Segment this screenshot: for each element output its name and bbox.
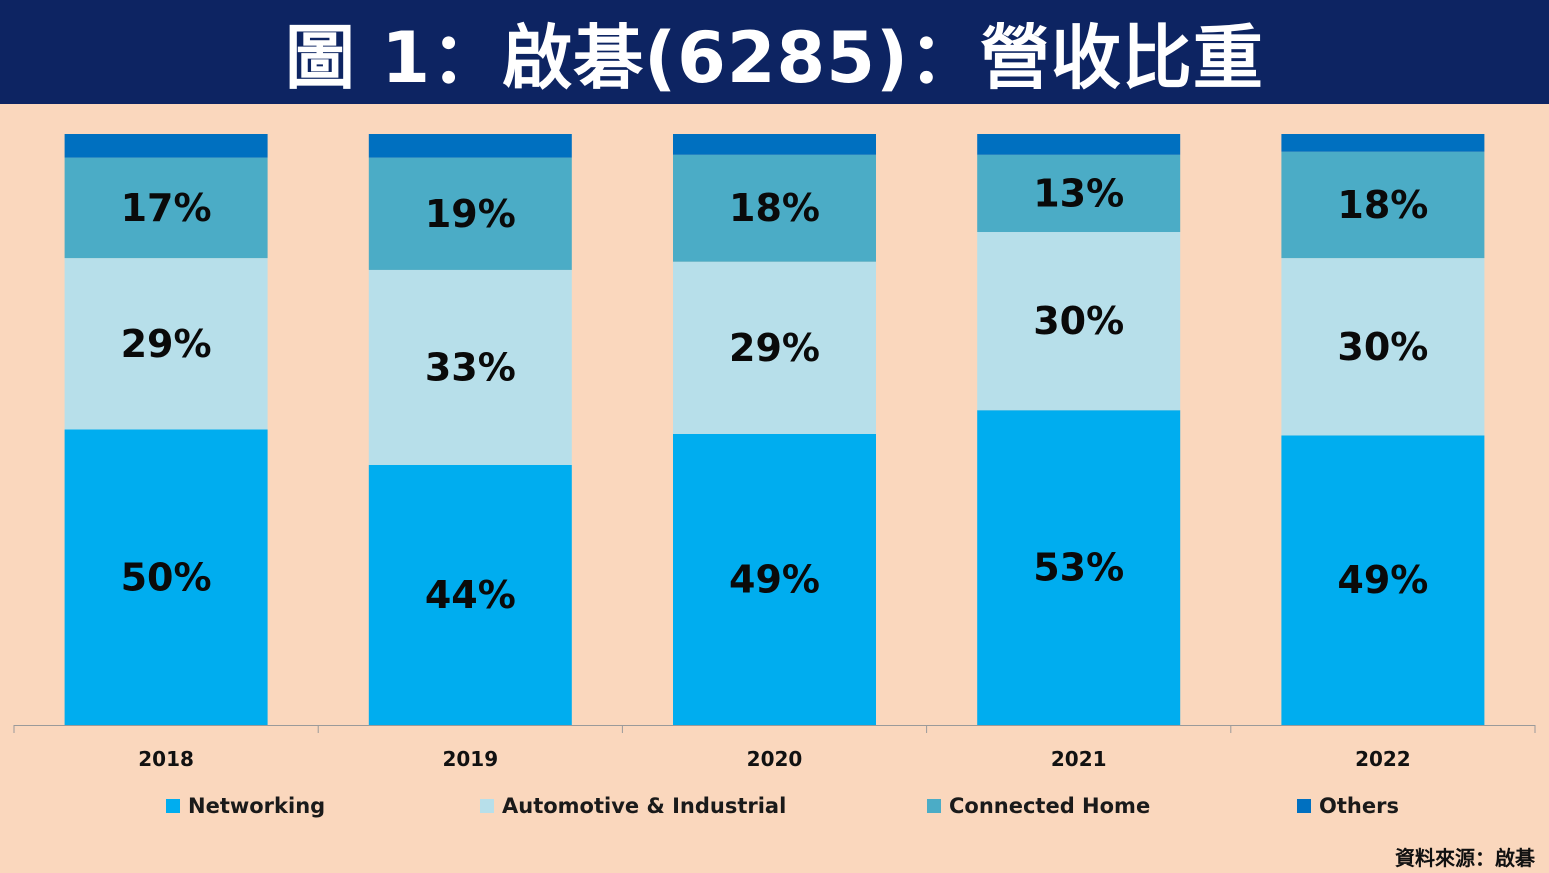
legend-label: Others bbox=[1319, 794, 1399, 818]
x-tick-label: 2022 bbox=[1355, 747, 1411, 771]
legend-label: Networking bbox=[188, 794, 326, 818]
data-label: 19% bbox=[425, 192, 516, 236]
data-label: 53% bbox=[1033, 546, 1124, 590]
data-label: 33% bbox=[425, 345, 516, 389]
bar-segment bbox=[368, 464, 572, 725]
legend-swatch bbox=[480, 799, 494, 813]
data-label: 13% bbox=[1033, 171, 1124, 215]
bar-segment bbox=[1281, 151, 1485, 259]
bar-segment bbox=[64, 157, 268, 259]
x-tick-label: 2020 bbox=[747, 747, 803, 771]
data-label: 29% bbox=[121, 322, 212, 366]
data-label: 50% bbox=[121, 555, 212, 599]
bar-segment bbox=[1281, 134, 1485, 152]
data-label: 44% bbox=[425, 573, 516, 617]
data-label: 49% bbox=[729, 557, 820, 601]
data-label: 18% bbox=[1337, 183, 1428, 227]
legend-swatch bbox=[166, 799, 180, 813]
bar-segment bbox=[1281, 435, 1485, 725]
bar-segment bbox=[64, 258, 268, 430]
bar-segment bbox=[977, 154, 1181, 233]
data-label: 17% bbox=[121, 186, 212, 230]
legend-item: Automotive & Industrial bbox=[480, 790, 786, 822]
data-label: 30% bbox=[1033, 299, 1124, 343]
legend-swatch bbox=[927, 799, 941, 813]
title-banner: 圖 1：啟碁(6285)：營收比重 bbox=[0, 0, 1549, 104]
x-tick-label: 2018 bbox=[138, 747, 194, 771]
bar-segment bbox=[368, 269, 572, 465]
x-tick-label: 2019 bbox=[442, 747, 498, 771]
legend-item: Networking bbox=[166, 790, 325, 822]
legend-swatch bbox=[1297, 799, 1311, 813]
data-label: 18% bbox=[729, 186, 820, 230]
data-label: 29% bbox=[729, 326, 820, 370]
legend-item: Others bbox=[1297, 790, 1399, 822]
legend-label: Connected Home bbox=[949, 794, 1151, 818]
data-label: 49% bbox=[1337, 558, 1428, 602]
data-label: 30% bbox=[1337, 325, 1428, 369]
legend-label: Automotive & Industrial bbox=[502, 794, 787, 818]
bar-segment bbox=[673, 433, 876, 725]
bar-segment bbox=[977, 232, 1181, 411]
bar-segment bbox=[64, 429, 268, 725]
bar-segment bbox=[64, 134, 268, 158]
bar-segment bbox=[368, 157, 572, 270]
source-note: 資料來源：啟碁 bbox=[1395, 846, 1535, 870]
bar-segment bbox=[673, 134, 876, 155]
bar-segment bbox=[977, 410, 1181, 725]
bar-segment bbox=[368, 134, 572, 158]
chart-title: 圖 1：啟碁(6285)：營收比重 bbox=[285, 16, 1264, 99]
bar-segment bbox=[1281, 258, 1485, 436]
x-tick-label: 2021 bbox=[1051, 747, 1107, 771]
bar-segment bbox=[673, 154, 876, 262]
bar-segment bbox=[977, 134, 1181, 155]
bar-segment bbox=[673, 261, 876, 434]
chart-svg: 50% 29% 17% 2018 44% 33% 19% 2019 49% 29% 18% 2020 5… bbox=[13, 134, 1536, 771]
chart-legend: Networking Automotive & Industrial Connect… bbox=[0, 790, 1549, 822]
stacked-bar-chart: 50% 29% 17% 2018 44% 33% 19% 2019 49% 29% 18% 2020 5… bbox=[0, 104, 1549, 804]
legend-item: Connected Home bbox=[927, 790, 1150, 822]
